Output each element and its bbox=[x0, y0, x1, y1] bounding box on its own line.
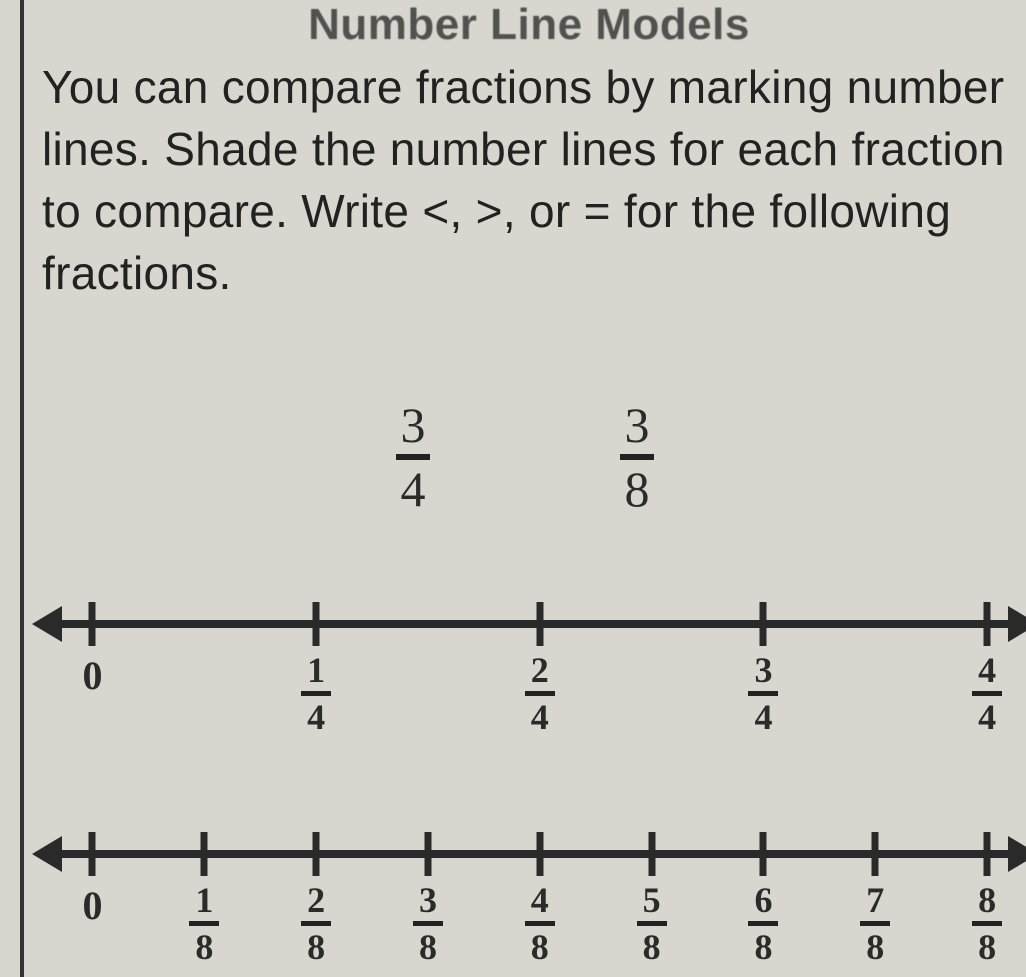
tick-label: 48 bbox=[525, 882, 555, 965]
tick-label: 58 bbox=[637, 882, 667, 965]
tick-label: 18 bbox=[189, 882, 219, 965]
tick-mark bbox=[536, 602, 543, 646]
tick-label: 34 bbox=[748, 652, 778, 735]
numerator: 3 bbox=[401, 400, 426, 452]
tick-mark bbox=[424, 832, 431, 876]
tick-mark bbox=[984, 602, 991, 646]
tick-mark bbox=[760, 832, 767, 876]
tick-label: 14 bbox=[301, 652, 331, 735]
tick-label: 88 bbox=[972, 882, 1002, 965]
fraction-bar bbox=[620, 454, 654, 460]
tick-label: 68 bbox=[748, 882, 778, 965]
tick-mark bbox=[872, 832, 879, 876]
tick-label: 38 bbox=[413, 882, 443, 965]
tick-mark bbox=[89, 832, 96, 876]
instructions-text: You can compare fractions by marking num… bbox=[42, 56, 1016, 304]
tick-label: 28 bbox=[301, 882, 331, 965]
fraction-bar bbox=[396, 454, 430, 460]
tick-label: 78 bbox=[860, 882, 890, 965]
tick-mark bbox=[313, 832, 320, 876]
tick-label: 0 bbox=[82, 882, 102, 929]
tick-mark bbox=[536, 832, 543, 876]
arrow-left-icon bbox=[32, 606, 62, 642]
compare-fraction-right: 3 8 bbox=[620, 400, 654, 514]
comparison-problem: 3 4 3 8 bbox=[396, 400, 654, 514]
arrow-right-icon bbox=[1008, 606, 1026, 642]
tick-mark bbox=[201, 832, 208, 876]
tick-mark bbox=[984, 832, 991, 876]
denominator: 4 bbox=[401, 462, 426, 514]
compare-fraction-left: 3 4 bbox=[396, 400, 430, 514]
tick-label: 44 bbox=[972, 652, 1002, 735]
number-line-fourths: 014243444 bbox=[54, 620, 1016, 628]
number-line-eighths: 01828384858687888 bbox=[54, 850, 1016, 858]
worksheet-page: Number Line Models You can compare fract… bbox=[20, 0, 1026, 977]
tick-mark bbox=[648, 832, 655, 876]
tick-mark bbox=[89, 602, 96, 646]
arrow-right-icon bbox=[1008, 836, 1026, 872]
tick-label: 24 bbox=[525, 652, 555, 735]
tick-label: 0 bbox=[82, 652, 102, 699]
numerator: 3 bbox=[625, 400, 650, 452]
tick-mark bbox=[760, 602, 767, 646]
denominator: 8 bbox=[625, 462, 650, 514]
arrow-left-icon bbox=[32, 836, 62, 872]
page-title: Number Line Models bbox=[42, 0, 1016, 50]
tick-mark bbox=[313, 602, 320, 646]
